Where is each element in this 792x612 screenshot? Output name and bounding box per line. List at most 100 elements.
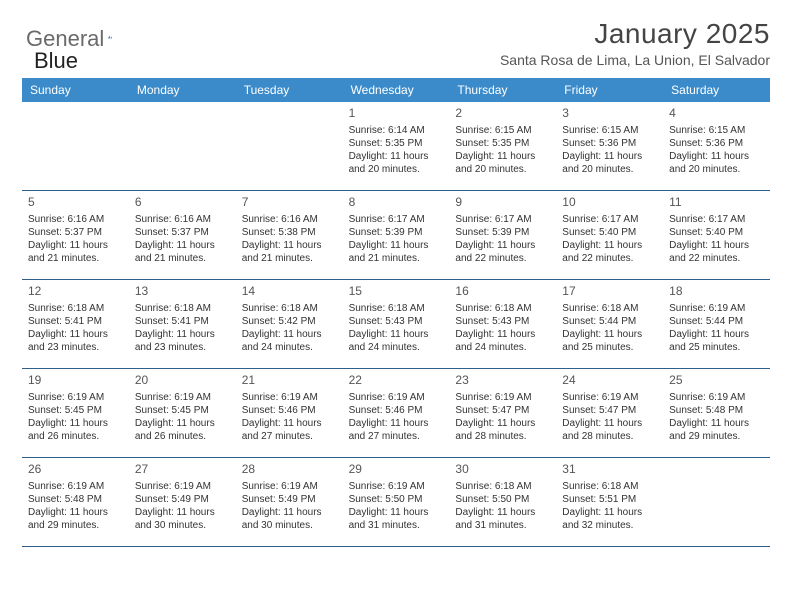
daylight-line: Daylight: 11 hours and 26 minutes. bbox=[28, 417, 123, 443]
day-cell: 11Sunrise: 6:17 AMSunset: 5:40 PMDayligh… bbox=[663, 191, 770, 279]
sunrise-line: Sunrise: 6:15 AM bbox=[455, 124, 550, 137]
sunset-line: Sunset: 5:40 PM bbox=[562, 226, 657, 239]
daylight-line: Daylight: 11 hours and 31 minutes. bbox=[349, 506, 444, 532]
day-cell: 5Sunrise: 6:16 AMSunset: 5:37 PMDaylight… bbox=[22, 191, 129, 279]
daylight-line: Daylight: 11 hours and 22 minutes. bbox=[669, 239, 764, 265]
sunrise-line: Sunrise: 6:19 AM bbox=[242, 391, 337, 404]
sunset-line: Sunset: 5:36 PM bbox=[562, 137, 657, 150]
day-number: 9 bbox=[455, 195, 550, 211]
daylight-line: Daylight: 11 hours and 31 minutes. bbox=[455, 506, 550, 532]
sunset-line: Sunset: 5:35 PM bbox=[455, 137, 550, 150]
day-number: 18 bbox=[669, 284, 764, 300]
day-cell: 30Sunrise: 6:18 AMSunset: 5:50 PMDayligh… bbox=[449, 458, 556, 546]
sunrise-line: Sunrise: 6:17 AM bbox=[455, 213, 550, 226]
sunset-line: Sunset: 5:47 PM bbox=[562, 404, 657, 417]
day-number: 25 bbox=[669, 373, 764, 389]
sunrise-line: Sunrise: 6:16 AM bbox=[28, 213, 123, 226]
day-cell: 28Sunrise: 6:19 AMSunset: 5:49 PMDayligh… bbox=[236, 458, 343, 546]
day-cell: 3Sunrise: 6:15 AMSunset: 5:36 PMDaylight… bbox=[556, 102, 663, 190]
sunset-line: Sunset: 5:39 PM bbox=[455, 226, 550, 239]
sunrise-line: Sunrise: 6:14 AM bbox=[349, 124, 444, 137]
day-cell: 31Sunrise: 6:18 AMSunset: 5:51 PMDayligh… bbox=[556, 458, 663, 546]
day-number: 19 bbox=[28, 373, 123, 389]
weekday-header: SundayMondayTuesdayWednesdayThursdayFrid… bbox=[22, 78, 770, 102]
daylight-line: Daylight: 11 hours and 20 minutes. bbox=[455, 150, 550, 176]
daylight-line: Daylight: 11 hours and 30 minutes. bbox=[242, 506, 337, 532]
calendar-week: 1Sunrise: 6:14 AMSunset: 5:35 PMDaylight… bbox=[22, 102, 770, 191]
day-cell: 20Sunrise: 6:19 AMSunset: 5:45 PMDayligh… bbox=[129, 369, 236, 457]
day-cell: 27Sunrise: 6:19 AMSunset: 5:49 PMDayligh… bbox=[129, 458, 236, 546]
daylight-line: Daylight: 11 hours and 21 minutes. bbox=[135, 239, 230, 265]
sunrise-line: Sunrise: 6:18 AM bbox=[562, 480, 657, 493]
sunset-line: Sunset: 5:39 PM bbox=[349, 226, 444, 239]
day-number: 10 bbox=[562, 195, 657, 211]
daylight-line: Daylight: 11 hours and 24 minutes. bbox=[349, 328, 444, 354]
day-number: 4 bbox=[669, 106, 764, 122]
sunset-line: Sunset: 5:37 PM bbox=[135, 226, 230, 239]
daylight-line: Daylight: 11 hours and 22 minutes. bbox=[562, 239, 657, 265]
daylight-line: Daylight: 11 hours and 25 minutes. bbox=[562, 328, 657, 354]
day-cell: 18Sunrise: 6:19 AMSunset: 5:44 PMDayligh… bbox=[663, 280, 770, 368]
empty-cell bbox=[129, 102, 236, 190]
weekday-col: Friday bbox=[556, 78, 663, 102]
daylight-line: Daylight: 11 hours and 28 minutes. bbox=[562, 417, 657, 443]
empty-cell bbox=[236, 102, 343, 190]
day-number: 15 bbox=[349, 284, 444, 300]
sunset-line: Sunset: 5:48 PM bbox=[669, 404, 764, 417]
day-number: 2 bbox=[455, 106, 550, 122]
sunset-line: Sunset: 5:49 PM bbox=[242, 493, 337, 506]
day-cell: 24Sunrise: 6:19 AMSunset: 5:47 PMDayligh… bbox=[556, 369, 663, 457]
sunset-line: Sunset: 5:43 PM bbox=[455, 315, 550, 328]
sunset-line: Sunset: 5:37 PM bbox=[28, 226, 123, 239]
daylight-line: Daylight: 11 hours and 22 minutes. bbox=[455, 239, 550, 265]
sunset-line: Sunset: 5:35 PM bbox=[349, 137, 444, 150]
daylight-line: Daylight: 11 hours and 21 minutes. bbox=[28, 239, 123, 265]
daylight-line: Daylight: 11 hours and 26 minutes. bbox=[135, 417, 230, 443]
sunset-line: Sunset: 5:42 PM bbox=[242, 315, 337, 328]
calendar-week: 26Sunrise: 6:19 AMSunset: 5:48 PMDayligh… bbox=[22, 458, 770, 547]
sunset-line: Sunset: 5:50 PM bbox=[455, 493, 550, 506]
daylight-line: Daylight: 11 hours and 21 minutes. bbox=[242, 239, 337, 265]
empty-cell bbox=[22, 102, 129, 190]
calendar: SundayMondayTuesdayWednesdayThursdayFrid… bbox=[22, 78, 770, 547]
day-cell: 12Sunrise: 6:18 AMSunset: 5:41 PMDayligh… bbox=[22, 280, 129, 368]
day-cell: 21Sunrise: 6:19 AMSunset: 5:46 PMDayligh… bbox=[236, 369, 343, 457]
sunset-line: Sunset: 5:49 PM bbox=[135, 493, 230, 506]
day-cell: 6Sunrise: 6:16 AMSunset: 5:37 PMDaylight… bbox=[129, 191, 236, 279]
day-cell: 19Sunrise: 6:19 AMSunset: 5:45 PMDayligh… bbox=[22, 369, 129, 457]
day-cell: 26Sunrise: 6:19 AMSunset: 5:48 PMDayligh… bbox=[22, 458, 129, 546]
sunset-line: Sunset: 5:45 PM bbox=[135, 404, 230, 417]
sunset-line: Sunset: 5:41 PM bbox=[135, 315, 230, 328]
daylight-line: Daylight: 11 hours and 29 minutes. bbox=[669, 417, 764, 443]
daylight-line: Daylight: 11 hours and 27 minutes. bbox=[242, 417, 337, 443]
brand-part2: Blue bbox=[34, 48, 78, 73]
sunset-line: Sunset: 5:43 PM bbox=[349, 315, 444, 328]
sunrise-line: Sunrise: 6:18 AM bbox=[455, 302, 550, 315]
brand-part2-wrap: Blue bbox=[34, 48, 78, 74]
header: January 2025 Santa Rosa de Lima, La Unio… bbox=[22, 18, 770, 68]
day-number: 14 bbox=[242, 284, 337, 300]
day-number: 28 bbox=[242, 462, 337, 478]
sunset-line: Sunset: 5:40 PM bbox=[669, 226, 764, 239]
sunset-line: Sunset: 5:45 PM bbox=[28, 404, 123, 417]
sunset-line: Sunset: 5:50 PM bbox=[349, 493, 444, 506]
day-number: 1 bbox=[349, 106, 444, 122]
day-number: 23 bbox=[455, 373, 550, 389]
sunrise-line: Sunrise: 6:18 AM bbox=[455, 480, 550, 493]
sunset-line: Sunset: 5:46 PM bbox=[349, 404, 444, 417]
sunset-line: Sunset: 5:38 PM bbox=[242, 226, 337, 239]
sunset-line: Sunset: 5:36 PM bbox=[669, 137, 764, 150]
sunrise-line: Sunrise: 6:18 AM bbox=[562, 302, 657, 315]
day-cell: 1Sunrise: 6:14 AMSunset: 5:35 PMDaylight… bbox=[343, 102, 450, 190]
sunrise-line: Sunrise: 6:16 AM bbox=[242, 213, 337, 226]
page-subtitle: Santa Rosa de Lima, La Union, El Salvado… bbox=[22, 52, 770, 68]
sunset-line: Sunset: 5:48 PM bbox=[28, 493, 123, 506]
day-cell: 25Sunrise: 6:19 AMSunset: 5:48 PMDayligh… bbox=[663, 369, 770, 457]
calendar-week: 5Sunrise: 6:16 AMSunset: 5:37 PMDaylight… bbox=[22, 191, 770, 280]
day-number: 20 bbox=[135, 373, 230, 389]
day-number: 22 bbox=[349, 373, 444, 389]
sunrise-line: Sunrise: 6:18 AM bbox=[28, 302, 123, 315]
day-cell: 22Sunrise: 6:19 AMSunset: 5:46 PMDayligh… bbox=[343, 369, 450, 457]
daylight-line: Daylight: 11 hours and 25 minutes. bbox=[669, 328, 764, 354]
day-cell: 16Sunrise: 6:18 AMSunset: 5:43 PMDayligh… bbox=[449, 280, 556, 368]
